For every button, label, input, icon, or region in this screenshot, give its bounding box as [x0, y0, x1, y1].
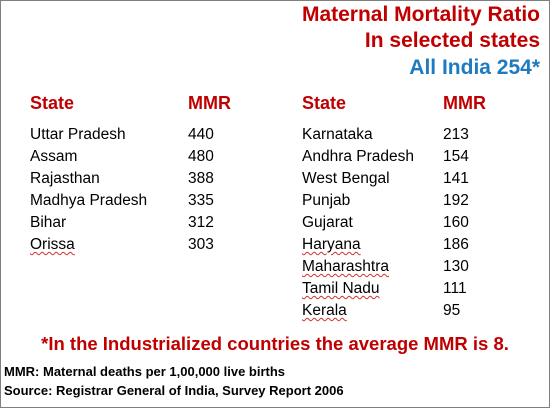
title-line-3: All India 254*: [409, 56, 540, 79]
state-cell-text: Gujarat: [302, 214, 353, 231]
state-cell-text: Punjab: [302, 192, 351, 209]
state-cell-text: Haryana: [302, 236, 361, 253]
mmr-cell-text: 213: [443, 126, 469, 143]
right-mmr-column: 213 154 141 192 160 186 130 111 95: [443, 126, 469, 324]
state-cell-text: Rajasthan: [30, 170, 100, 187]
mmr-cell: 192: [443, 192, 469, 214]
mmr-cell-text: 130: [443, 258, 469, 275]
state-cell: Uttar Pradesh: [30, 126, 147, 148]
mmr-cell: 130: [443, 258, 469, 280]
mmr-cell: 154: [443, 148, 469, 170]
mmr-cell-text: 440: [188, 126, 214, 143]
mmr-cell: 480: [188, 148, 214, 170]
mmr-cell: 111: [443, 280, 469, 302]
mmr-cell: 335: [188, 192, 214, 214]
mmr-cell-text: 141: [443, 170, 469, 187]
mmr-cell-text: 335: [188, 192, 214, 209]
state-cell-text: Kerala: [302, 302, 347, 319]
mmr-cell-text: 186: [443, 236, 469, 253]
state-cell: Kerala: [302, 302, 414, 324]
state-cell: Andhra Pradesh: [302, 148, 414, 170]
state-cell: Gujarat: [302, 214, 414, 236]
mmr-cell-text: 95: [443, 302, 461, 319]
right-state-column: Karnataka Andhra Pradesh West Bengal Punjab…: [302, 126, 414, 324]
mmr-cell-text: 312: [188, 214, 214, 231]
left-header-mmr: MMR: [188, 93, 231, 113]
mmr-cell-text: 160: [443, 214, 469, 231]
state-cell-text: Madhya Pradesh: [30, 192, 148, 209]
state-cell: Rajasthan: [30, 170, 147, 192]
mmr-cell: 160: [443, 214, 469, 236]
mmr-cell-text: 111: [443, 280, 467, 297]
mmr-cell: 388: [188, 170, 214, 192]
state-cell: Orissa: [30, 236, 147, 258]
left-state-column: Uttar Pradesh Assam Rajasthan Madhya Prades…: [30, 126, 147, 258]
mmr-cell-text: 303: [188, 236, 214, 253]
state-cell-text: Orissa: [30, 236, 75, 253]
state-cell-text: Andhra Pradesh: [302, 148, 415, 165]
state-cell-text: Maharashtra: [302, 258, 390, 275]
state-cell: Haryana: [302, 236, 414, 258]
mmr-cell: 213: [443, 126, 469, 148]
state-cell: Assam: [30, 148, 147, 170]
mmr-cell-text: 154: [443, 148, 469, 165]
state-cell: West Bengal: [302, 170, 414, 192]
state-cell-text: Uttar Pradesh: [30, 126, 126, 143]
state-cell-text: Karnataka: [302, 126, 373, 143]
left-mmr-column: 440 480 388 335 312 303: [188, 126, 214, 258]
left-header-state: State: [30, 93, 75, 113]
state-cell: Punjab: [302, 192, 414, 214]
state-cell: Tamil Nadu: [302, 280, 414, 302]
footnote: *In the Industrialized countries the ave…: [41, 333, 509, 354]
title-line-2: In selected states: [364, 29, 540, 52]
mmr-cell: 95: [443, 302, 469, 324]
mmr-cell: 141: [443, 170, 469, 192]
mmr-cell-text: 480: [188, 148, 214, 165]
state-cell: Bihar: [30, 214, 147, 236]
state-cell: Karnataka: [302, 126, 414, 148]
state-cell-text: Bihar: [30, 214, 67, 231]
state-cell-text: Assam: [30, 148, 78, 165]
mmr-cell: 440: [188, 126, 214, 148]
right-header-state: State: [302, 93, 347, 113]
state-cell-text: Tamil Nadu: [302, 280, 380, 297]
mmr-cell-text: 388: [188, 170, 214, 187]
mmr-cell: 186: [443, 236, 469, 258]
state-cell: Maharashtra: [302, 258, 414, 280]
mmr-cell: 312: [188, 214, 214, 236]
source-note: Source: Registrar General of India, Surv…: [4, 383, 344, 398]
title-line-1: Maternal Mortality Ratio: [301, 3, 540, 26]
mmr-cell: 303: [188, 236, 214, 258]
state-cell: Madhya Pradesh: [30, 192, 147, 214]
state-cell-text: West Bengal: [302, 170, 390, 187]
mmr-definition: MMR: Maternal deaths per 1,00,000 live b…: [4, 364, 286, 379]
mmr-cell-text: 192: [443, 192, 469, 209]
right-header-mmr: MMR: [443, 93, 486, 113]
